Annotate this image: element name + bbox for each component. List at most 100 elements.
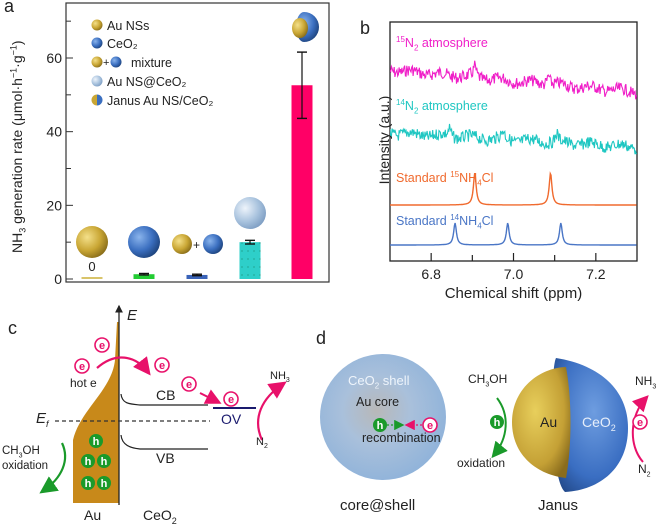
electron-icon: [223, 391, 239, 407]
hole-icon: [490, 415, 504, 429]
au-label: Au: [84, 507, 102, 523]
electron-glyph: e: [186, 379, 192, 391]
label-rest: atmosphere: [418, 99, 488, 114]
y-axis-label-a: NH3 generation rate (μmol·h−1·g−1): [8, 17, 27, 277]
bar-5: [291, 85, 313, 279]
n2-reduction-arrow: [257, 381, 287, 441]
n2-main: N: [256, 436, 264, 448]
plus-sign: +: [103, 57, 109, 69]
electron-icon: [181, 376, 197, 392]
y-tick-label-a: 40: [46, 124, 62, 140]
label-sub: 4: [477, 178, 482, 188]
label-sub: 2: [413, 43, 419, 53]
legend-label: mixture: [131, 56, 172, 70]
hole-glyph: h: [494, 417, 501, 429]
electron-glyph: e: [427, 420, 433, 432]
legend-item-au-nss: Au NSs: [91, 19, 149, 33]
nh3-sub: 3: [652, 383, 657, 391]
nh3-main: NH: [635, 374, 653, 388]
recombination-label: recombination: [362, 431, 441, 445]
conduction-band: [120, 393, 208, 406]
series-label-4: Standard 14NH4Cl: [396, 213, 493, 231]
janus-n2-label: N2: [638, 462, 651, 478]
janus-nh3-label: NH3: [635, 374, 656, 390]
ceo2-main: CeO: [143, 507, 172, 523]
label-main: N: [404, 36, 414, 51]
electron-icon: [632, 414, 648, 430]
janus-oxidation-label: oxidation: [457, 456, 506, 470]
electron-icon: [422, 417, 438, 433]
electron-glyph: e: [637, 417, 643, 429]
blue-sphere-icon: [110, 56, 122, 68]
shell-label: CeO2 shell: [348, 373, 410, 391]
band-diagram: ee eee hh hh h: [39, 304, 287, 505]
methanol-pre: CH: [468, 372, 486, 386]
bar-1: [81, 277, 103, 279]
label-pre: Standard: [396, 214, 451, 229]
n2-main: N: [638, 462, 647, 476]
label-rest: Cl: [481, 171, 494, 186]
ylabel-part: generation rate (μmol·h: [8, 78, 25, 228]
fermi-level-label: Ef: [36, 410, 49, 429]
y-tick-label-a: 20: [46, 197, 62, 213]
fermi-e: E: [36, 410, 47, 427]
n2-label: N2: [256, 436, 268, 450]
label-rest: Cl: [481, 214, 494, 229]
legend-a: Au NSs CeO₂ + mixture Au NS@CeO₂: [91, 19, 213, 108]
panel-label-d: d: [316, 328, 327, 348]
hole-glyph: h: [93, 436, 100, 448]
methanol-post: OH: [489, 372, 508, 386]
janus-sphere-icon: [91, 94, 103, 106]
vb-label: VB: [156, 450, 175, 466]
oxidation-label: oxidation: [2, 460, 49, 472]
label-isotope: 15: [396, 35, 405, 44]
series-label-3: Standard 15NH4Cl: [396, 170, 493, 188]
methanol-sub: 3: [485, 381, 490, 389]
methanol-post: OH: [22, 445, 40, 457]
bar-illustrations: +: [76, 12, 319, 258]
chart-a: 0 20 40 60 0 Au NSs CeO₂ + mixture Au NS@CeO…: [46, 2, 330, 287]
valence-band: [120, 434, 208, 450]
ov-label: OV: [221, 411, 242, 427]
shell-sub: 2: [374, 381, 380, 391]
gold-sphere-icon: [91, 56, 103, 68]
label-isotope: 14: [396, 98, 405, 107]
electron-glyph: e: [228, 394, 234, 406]
hole-glyph: h: [85, 478, 92, 490]
label-sub: 2: [413, 106, 419, 116]
plus-sign: +: [193, 238, 200, 252]
fermi-sub: f: [46, 419, 49, 429]
legend-item-janus: Janus Au NS/CeO₂: [91, 94, 213, 108]
core-shell-sphere-icon: [234, 197, 266, 229]
janus-ceo2-half: [552, 358, 628, 492]
legend-label: Au NS@CeO₂: [107, 75, 187, 89]
label-main: N: [404, 99, 414, 114]
electron-glyph: e: [159, 360, 165, 372]
y-tick-label-a: 60: [46, 50, 62, 66]
janus-methanol-label: CH3OH: [468, 372, 507, 388]
label-pre: Standard: [396, 171, 451, 186]
gold-sphere-icon: [76, 226, 108, 258]
electron-transfer-arrow: [199, 389, 222, 404]
blue-sphere-icon: [91, 37, 103, 49]
label-rest: atmosphere: [418, 36, 488, 51]
methanol-label: CH3OH: [2, 445, 40, 459]
hot-e-label: hot e: [70, 376, 97, 390]
bar-3: [186, 274, 208, 279]
legend-label: CeO₂: [107, 37, 138, 51]
plot-frame-a: [65, 2, 330, 283]
core-label: Au core: [356, 395, 400, 409]
hole-icon: [373, 418, 387, 432]
gold-sphere-icon: [91, 19, 103, 31]
series-label-2: 14N2 atmosphere: [396, 98, 488, 116]
hole-glyph: h: [101, 456, 108, 468]
legend-label: Janus Au NS/CeO₂: [107, 94, 213, 108]
core-shell-sphere-icon: [91, 75, 103, 87]
ceo2-label: CeO2: [143, 507, 177, 526]
hole-icon: [97, 454, 111, 468]
bar-2: [133, 274, 155, 279]
janus-ceo2-label: CeO2: [582, 414, 616, 433]
panel-a: a 0 20 40 60 0 Au NSs: [0, 0, 335, 300]
nh3-main: NH: [270, 370, 286, 382]
